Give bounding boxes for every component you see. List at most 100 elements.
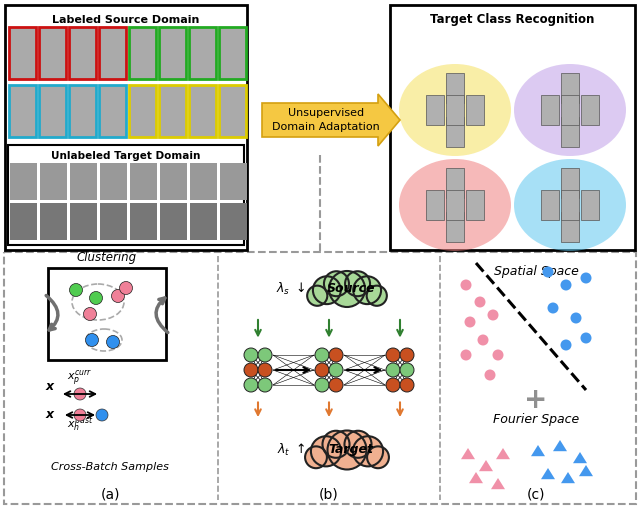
Bar [129, 85, 156, 137]
Text: $x_n^{past}$: $x_n^{past}$ [67, 416, 93, 434]
Circle shape [328, 430, 367, 469]
Circle shape [258, 378, 272, 392]
Bar [160, 203, 187, 240]
Bar [70, 163, 97, 200]
Polygon shape [491, 478, 505, 489]
Bar [100, 203, 127, 240]
Circle shape [561, 339, 572, 351]
Circle shape [244, 348, 258, 362]
Bar [466, 190, 484, 220]
Circle shape [543, 267, 554, 277]
Bar [39, 27, 66, 79]
Bar [561, 168, 579, 198]
Bar [446, 95, 464, 125]
Bar [10, 163, 37, 200]
Circle shape [461, 350, 472, 361]
Text: Target: Target [328, 443, 374, 457]
Bar [40, 163, 67, 200]
Bar [190, 163, 217, 200]
Polygon shape [553, 440, 567, 451]
Circle shape [313, 276, 340, 304]
Circle shape [580, 272, 591, 283]
Circle shape [315, 363, 329, 377]
Circle shape [484, 369, 495, 380]
Text: Unsupervised
Domain Adaptation: Unsupervised Domain Adaptation [272, 108, 380, 132]
Circle shape [74, 409, 86, 421]
Bar [99, 85, 126, 137]
Bar [426, 190, 444, 220]
Bar [561, 190, 579, 220]
Bar [219, 27, 246, 79]
Circle shape [96, 409, 108, 421]
Bar [99, 27, 126, 79]
Circle shape [353, 436, 383, 466]
Bar [48, 268, 166, 360]
Bar [69, 27, 96, 79]
Bar [159, 85, 186, 137]
Polygon shape [531, 445, 545, 456]
Text: Unlabeled Target Domain: Unlabeled Target Domain [51, 151, 201, 161]
Bar [390, 5, 635, 250]
Circle shape [307, 285, 327, 306]
Bar [5, 5, 247, 250]
Circle shape [244, 378, 258, 392]
Circle shape [90, 292, 102, 304]
Bar [446, 190, 464, 220]
Bar [561, 73, 579, 103]
Bar [69, 85, 96, 137]
Text: (a): (a) [100, 488, 120, 502]
Bar [220, 163, 247, 200]
Ellipse shape [399, 159, 511, 251]
Circle shape [106, 335, 120, 348]
Circle shape [258, 363, 272, 377]
Circle shape [329, 271, 365, 307]
Circle shape [111, 290, 125, 302]
Bar [100, 163, 127, 200]
Bar [426, 95, 444, 125]
Bar [189, 27, 216, 79]
Polygon shape [573, 452, 587, 463]
Circle shape [83, 307, 97, 321]
Bar [70, 203, 97, 240]
Circle shape [344, 431, 371, 458]
Bar [220, 203, 247, 240]
Circle shape [329, 363, 343, 377]
Circle shape [465, 316, 476, 328]
Circle shape [305, 447, 327, 468]
Polygon shape [496, 448, 510, 459]
Ellipse shape [514, 159, 626, 251]
Bar [4, 252, 636, 504]
Bar [160, 163, 187, 200]
Circle shape [311, 436, 341, 466]
Circle shape [120, 281, 132, 295]
Text: Labeled Source Domain: Labeled Source Domain [52, 15, 200, 25]
Bar [130, 203, 157, 240]
Circle shape [345, 271, 370, 296]
Bar [219, 85, 246, 137]
Bar [446, 73, 464, 103]
Bar [9, 27, 36, 79]
Bar [466, 95, 484, 125]
Circle shape [244, 363, 258, 377]
Bar [9, 85, 36, 137]
Text: (c): (c) [527, 488, 545, 502]
Circle shape [386, 363, 400, 377]
Polygon shape [469, 472, 483, 483]
Circle shape [580, 333, 591, 343]
Circle shape [547, 302, 559, 313]
Circle shape [461, 279, 472, 291]
Bar [190, 203, 217, 240]
Bar [541, 190, 559, 220]
Circle shape [488, 309, 499, 321]
Polygon shape [541, 468, 555, 479]
Circle shape [493, 350, 504, 361]
Circle shape [315, 348, 329, 362]
Circle shape [570, 312, 582, 324]
Circle shape [353, 276, 381, 304]
Bar [10, 203, 37, 240]
Text: Fourier Space: Fourier Space [493, 414, 579, 427]
Bar [581, 95, 599, 125]
Text: $x_p^{curr}$: $x_p^{curr}$ [67, 368, 93, 388]
Bar [581, 190, 599, 220]
Bar [446, 212, 464, 242]
